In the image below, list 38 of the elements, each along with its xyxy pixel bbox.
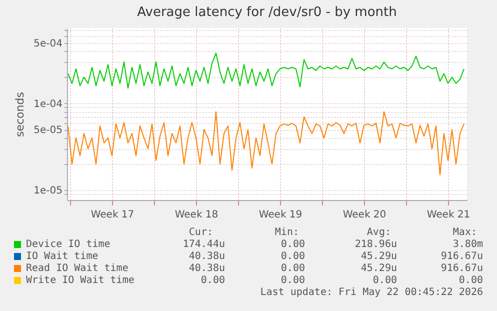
text: Avg: xyxy=(366,227,391,239)
text: 45.29u xyxy=(360,263,397,275)
text: 0.00 xyxy=(200,275,225,287)
x-tick-label: Week 18 xyxy=(174,210,218,220)
y-tick-label: 1e-04 xyxy=(34,98,62,110)
x-tick-label: Week 17 xyxy=(90,210,134,220)
text: 0.00 xyxy=(458,275,483,287)
legend-label: IO Wait time xyxy=(26,251,98,263)
text: 218.96u xyxy=(354,239,397,251)
text: 916.67u xyxy=(440,263,483,275)
text: 916.67u xyxy=(440,251,483,263)
line-series xyxy=(68,52,464,89)
y-tick-label: 1e-05 xyxy=(34,186,62,197)
x-tick-label: Week 21 xyxy=(426,210,470,220)
text: Last update: Fri May 22 00:45:22 2026 xyxy=(260,287,483,299)
text: Max: xyxy=(452,227,477,239)
text: 174.44u xyxy=(182,239,225,251)
text: 40.38u xyxy=(188,251,225,263)
y-tick-label: 5e-05 xyxy=(34,125,62,136)
x-tick-label: Week 20 xyxy=(342,210,386,220)
text: 0.00 xyxy=(280,251,305,263)
line-series xyxy=(68,111,464,176)
y-axis-title: seconds xyxy=(14,92,27,137)
text: 0.00 xyxy=(372,275,397,287)
x-tick-label: Week 19 xyxy=(258,210,302,220)
legend-label: Read IO Wait time xyxy=(26,263,128,275)
legend-label: Write IO Wait time xyxy=(26,275,134,287)
text: 0.00 xyxy=(280,239,305,251)
text: 0.00 xyxy=(280,263,305,275)
text: 0.00 xyxy=(280,275,305,287)
text: Cur: xyxy=(188,227,213,239)
text: 45.29u xyxy=(360,251,397,263)
y-tick-label: 5e-04 xyxy=(34,38,62,50)
text: 40.38u xyxy=(188,263,225,275)
legend-label: Device IO time xyxy=(26,239,110,251)
text: Min: xyxy=(274,227,299,239)
chart-title: Average latency for /dev/sr0 - by month xyxy=(137,5,397,20)
text: 3.80m xyxy=(452,239,483,251)
